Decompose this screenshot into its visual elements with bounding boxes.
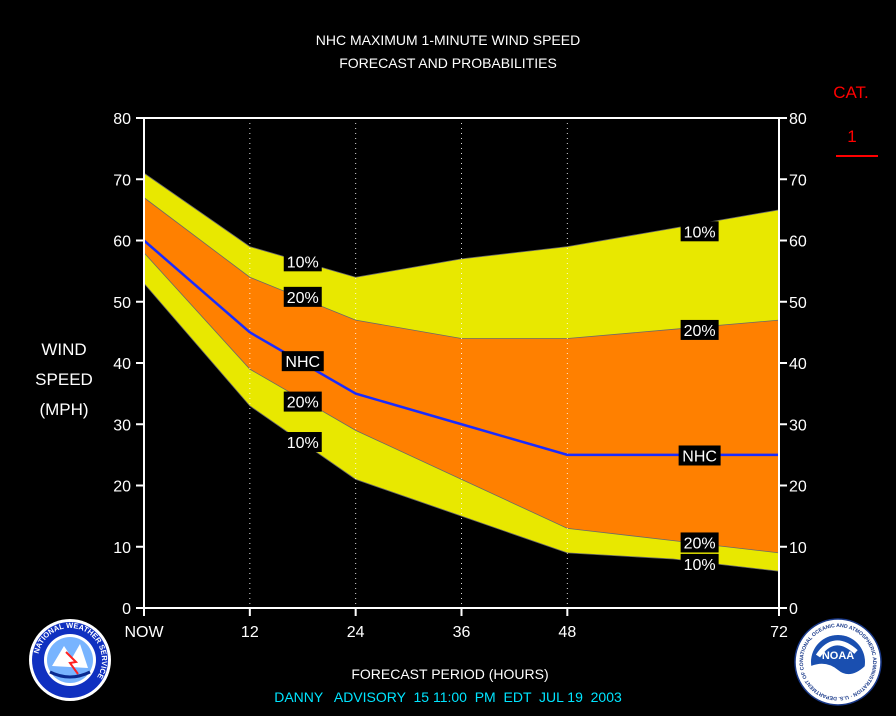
- x-tick-label-36: 36: [453, 624, 471, 641]
- band-label-6: 20%: [684, 323, 716, 340]
- band-20-percent: [144, 197, 779, 553]
- y-tick-label-right-10: 10: [789, 540, 807, 557]
- band-label-box-5: [680, 221, 719, 242]
- category-label: CAT.: [833, 83, 869, 102]
- band-label-box-9: [680, 553, 719, 574]
- y-tick-label-right-70: 70: [789, 172, 807, 189]
- band-label-box-7: [678, 445, 721, 466]
- band-label-box-1: [283, 286, 322, 307]
- band-label-8: 20%: [684, 535, 716, 552]
- y-tick-label-left-0: 0: [122, 601, 131, 618]
- y-tick-label-right-20: 20: [789, 479, 807, 496]
- chart-title: NHC MAXIMUM 1-MINUTE WIND SPEED: [316, 32, 580, 48]
- x-tick-label-12: 12: [241, 624, 259, 641]
- probability-bands: [143, 172, 780, 572]
- band-label-2: NHC: [285, 354, 320, 371]
- noaa-logo-text: NOAA: [822, 650, 854, 662]
- chart-subtitle: FORECAST AND PROBABILITIES: [339, 55, 557, 71]
- nhc-forecast-line: [143, 239, 779, 457]
- y-tick-label-left-30: 30: [113, 417, 131, 434]
- y-tick-label-right-30: 30: [789, 417, 807, 434]
- band-label-0: 10%: [287, 254, 319, 271]
- band-label-box-4: [283, 432, 322, 453]
- lower-10-percent-edge: [143, 283, 780, 572]
- band-label-1: 20%: [287, 290, 319, 307]
- y-axis-label-line-2: SPEED: [35, 370, 93, 389]
- lower-20-percent-edge: [143, 252, 780, 554]
- band-label-9: 10%: [684, 557, 716, 574]
- band-label-box-3: [283, 391, 322, 412]
- band-label-box-0: [283, 251, 322, 272]
- x-tick-label-0: NOW: [124, 624, 164, 641]
- y-tick-label-right-60: 60: [789, 234, 807, 251]
- y-tick-label-left-50: 50: [113, 295, 131, 312]
- y-tick-label-left-70: 70: [113, 172, 131, 189]
- nws-logo-icon: NATIONAL WEATHER SERVICE: [29, 619, 111, 701]
- category-value: 1: [847, 127, 856, 146]
- band-label-box-2: [281, 351, 324, 372]
- x-axis-label: FORECAST PERIOD (HOURS): [351, 666, 548, 682]
- x-tick-label-24: 24: [347, 624, 365, 641]
- band-label-7: NHC: [682, 448, 717, 465]
- band-label-box-8: [680, 532, 719, 553]
- band-label-5: 10%: [684, 224, 716, 241]
- x-tick-label-72: 72: [770, 624, 788, 641]
- y-axis-label-line-1: WIND: [41, 340, 86, 359]
- band-label-box-6: [680, 319, 719, 340]
- y-tick-label-right-0: 0: [789, 601, 798, 618]
- y-tick-label-right-50: 50: [789, 295, 807, 312]
- noaa-logo-icon: NATIONAL OCEANIC AND ATMOSPHERIC ADMINIS…: [794, 618, 882, 706]
- axis-ticks: 0 0 10 10 20 20 30 30 40 40 50 50 60 60 70 70 80 80 NOW 12 2…: [113, 111, 807, 641]
- grid-lines: [249, 118, 568, 608]
- band-label-3: 20%: [287, 395, 319, 412]
- advisory-footer: DANNY ADVISORY 15 11:00 PM EDT JUL 19 20…: [274, 689, 622, 705]
- band-labels: 10% 20% NHC 20% 10% 10% 20% NHC 20% 10%: [281, 221, 721, 574]
- band-label-4: 10%: [287, 435, 319, 452]
- y-tick-label-right-80: 80: [789, 111, 807, 128]
- y-tick-label-left-80: 80: [113, 111, 131, 128]
- y-axis-label-line-3: (MPH): [39, 400, 88, 419]
- y-tick-label-left-40: 40: [113, 356, 131, 373]
- y-tick-label-right-40: 40: [789, 356, 807, 373]
- y-tick-label-left-60: 60: [113, 234, 131, 251]
- y-tick-label-left-20: 20: [113, 479, 131, 496]
- forecast-line-group: [143, 239, 779, 457]
- x-tick-label-48: 48: [558, 624, 576, 641]
- y-tick-label-left-10: 10: [113, 540, 131, 557]
